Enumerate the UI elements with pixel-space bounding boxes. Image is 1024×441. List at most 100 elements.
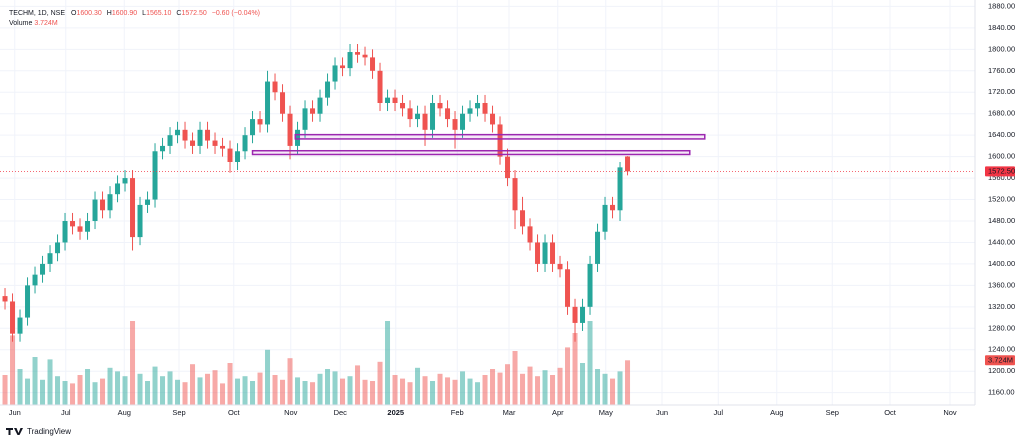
candle-body bbox=[295, 129, 301, 146]
x-tick-label: Sep bbox=[826, 408, 839, 417]
x-tick-label: Aug bbox=[770, 408, 783, 417]
field-key: H bbox=[107, 10, 112, 17]
candle-body bbox=[302, 108, 308, 130]
brand: TradingView bbox=[6, 427, 71, 436]
volume-key: Volume bbox=[9, 20, 32, 27]
candle-body bbox=[317, 97, 323, 114]
volume-bar bbox=[212, 370, 218, 405]
candle-body bbox=[272, 81, 278, 93]
candle-body bbox=[325, 81, 331, 98]
volume-bar bbox=[115, 371, 121, 405]
volume-bar bbox=[415, 367, 421, 405]
volume-bar bbox=[580, 363, 586, 405]
candle-body bbox=[137, 204, 143, 238]
candle-body bbox=[437, 102, 443, 109]
candle-body bbox=[2, 296, 8, 302]
volume-bar bbox=[362, 379, 368, 405]
volume-bar bbox=[280, 379, 286, 405]
candle-body bbox=[55, 242, 61, 254]
volume-bar bbox=[340, 378, 346, 405]
volume-bar bbox=[520, 373, 526, 405]
candle-body bbox=[167, 135, 173, 146]
legend-line: TECHM, 1D, NSE O1600.30 H1600.90 L1565.10 C1… bbox=[9, 10, 260, 17]
volume-bar bbox=[205, 373, 211, 405]
volume-bar bbox=[32, 357, 38, 405]
volume-bar bbox=[625, 360, 631, 405]
candle-body bbox=[602, 204, 608, 232]
volume-bar bbox=[482, 375, 488, 405]
candle-body bbox=[377, 70, 383, 103]
y-tick-label: 1800.00 bbox=[988, 44, 1015, 53]
volume-bar bbox=[542, 370, 548, 405]
volume-bar bbox=[2, 375, 8, 405]
volume-bar bbox=[557, 367, 563, 405]
logo bbox=[6, 428, 23, 435]
candle-body bbox=[550, 242, 556, 264]
volume-badge bbox=[985, 355, 1015, 366]
volume-bar bbox=[370, 381, 376, 405]
candle-body bbox=[257, 119, 263, 125]
candle-body bbox=[40, 263, 46, 275]
volume-bar bbox=[452, 379, 458, 405]
volume-bar bbox=[437, 373, 443, 405]
volume-bar bbox=[55, 376, 61, 405]
candle-body bbox=[407, 108, 413, 120]
candle-body bbox=[62, 221, 68, 243]
candle-body bbox=[467, 108, 473, 114]
volume-bar bbox=[445, 377, 451, 405]
volume-bar bbox=[400, 378, 406, 405]
candle-body bbox=[212, 140, 218, 146]
candle-body bbox=[85, 221, 91, 232]
volume-bar bbox=[422, 376, 428, 405]
y-tick-label: 1720.00 bbox=[988, 87, 1015, 96]
volume-bar bbox=[347, 376, 353, 405]
volume-bar bbox=[250, 381, 256, 405]
volume-bar bbox=[550, 375, 556, 405]
zone bbox=[294, 133, 706, 140]
y-tick-label: 1320.00 bbox=[988, 302, 1015, 311]
candle-body bbox=[340, 65, 346, 69]
candle-body bbox=[392, 97, 398, 103]
volume-bar bbox=[175, 379, 181, 405]
volume-bar bbox=[460, 371, 466, 405]
volume-bar bbox=[310, 382, 316, 405]
y-tick-label: 1360.00 bbox=[988, 280, 1015, 289]
candle-body bbox=[77, 226, 83, 232]
x-tick-label: Aug bbox=[118, 408, 131, 417]
volume-bar bbox=[17, 369, 23, 405]
y-tick-label: 1600.00 bbox=[988, 152, 1015, 161]
brand-name: TradingView bbox=[27, 427, 71, 436]
field-key: C bbox=[176, 10, 181, 17]
candle-body bbox=[145, 199, 151, 205]
volume-bar bbox=[92, 382, 98, 405]
volume-bar bbox=[355, 365, 361, 405]
y-tick-label: 1240.00 bbox=[988, 345, 1015, 354]
field-value: 1572.50 bbox=[181, 10, 206, 17]
candle-body bbox=[557, 263, 563, 270]
x-tick-label: Feb bbox=[451, 408, 464, 417]
change: −0.60 (−0.04%) bbox=[212, 10, 260, 17]
volume-bar bbox=[167, 371, 173, 405]
volume-bar bbox=[490, 369, 496, 405]
candle-body bbox=[617, 167, 623, 211]
candle-body bbox=[527, 226, 533, 243]
candle-body bbox=[535, 242, 541, 264]
candle-body bbox=[497, 124, 503, 157]
candle-body bbox=[332, 65, 338, 82]
x-tick-label: Apr bbox=[552, 408, 564, 417]
candle-body bbox=[220, 145, 226, 149]
field-key: O bbox=[71, 10, 77, 17]
candle-body bbox=[130, 178, 136, 238]
x-tick-label: Oct bbox=[884, 408, 897, 417]
x-tick-label: Mar bbox=[503, 408, 516, 417]
candle-body bbox=[422, 113, 428, 130]
volume-bar bbox=[85, 369, 91, 405]
x-tick-label: Nov bbox=[943, 408, 957, 417]
volume-bar bbox=[587, 321, 593, 405]
volume-bar bbox=[220, 383, 226, 405]
volume-bar bbox=[190, 364, 196, 405]
candle-body bbox=[107, 194, 113, 211]
